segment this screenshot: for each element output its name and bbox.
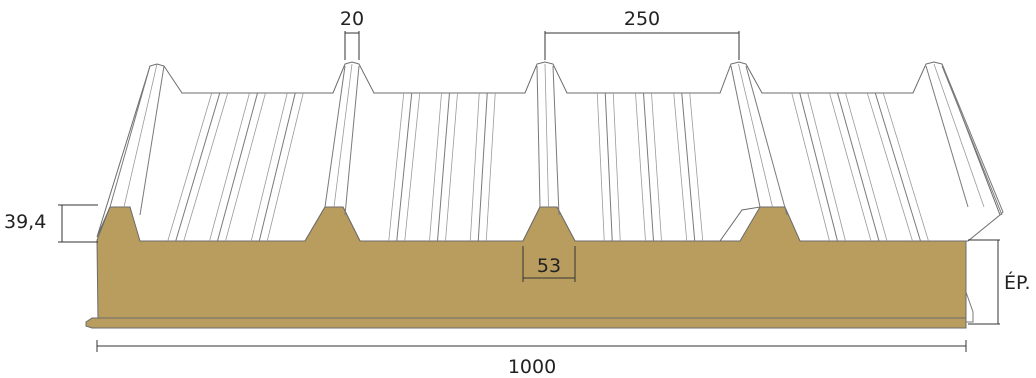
main-rib-edge [925,65,969,208]
label-rib-base-width: 53 [537,255,561,277]
stiffener-groove [388,92,405,242]
stiffener-groove [477,92,488,242]
stiffener-groove [250,92,288,242]
stiffener-groove [651,92,662,242]
stiffener-groove [445,92,458,242]
stiffener-groove [437,92,450,242]
stiffener-groove [604,92,613,242]
stiffener-groove [175,92,221,242]
bottom-liner [85,317,967,329]
stiffener-groove [596,92,605,242]
main-rib-crest [333,63,353,208]
main-rib-edge [745,65,788,216]
stiffener-groove [167,92,213,242]
stiffener-groove [673,92,688,242]
stiffener-groove [829,92,872,242]
stiffener-groove [429,92,442,242]
stiffener-groove [874,92,921,242]
main-rib-crest [933,63,985,208]
stiffener-groove [845,92,888,242]
main-rib-edge [552,65,560,216]
label-rib-top-width: 20 [340,8,364,30]
dim-thickness: ÉP. [968,239,1031,325]
stiffener-groove [183,92,229,242]
stiffener-groove [225,92,266,242]
right-joint-lip [965,291,974,323]
sheet-right-edge [941,63,1004,216]
dim-panel-width: 1000 [96,340,967,378]
dim-rib-base-width: 53 [522,246,576,282]
main-rib-edge [941,65,1003,216]
main-rib-crest [123,63,158,208]
main-rib-edge [109,65,151,208]
stiffener-groove [635,92,646,242]
stiffener-groove [807,92,846,242]
main-rib-crest [738,63,773,208]
label-thickness: ÉP. [1004,271,1031,294]
stiffener-groove [469,92,480,242]
main-rib-crest [544,63,549,208]
label-panel-width: 1000 [508,356,556,378]
stiffener-groove [799,92,838,242]
dim-rib-spacing: 250 [544,8,740,60]
stiffener-groove [217,92,258,242]
stiffener-groove [612,92,621,242]
stiffener-groove [404,92,421,242]
stiffener-groove [266,92,304,242]
dim-rib-top-width: 20 [340,8,364,60]
stiffener-groove [396,92,413,242]
stiffener-groove [485,92,496,242]
main-rib-edge [536,65,541,208]
stiffener-groove [258,92,296,242]
label-rib-spacing: 250 [624,8,660,30]
stiffener-groove [643,92,654,242]
stiffener-groove [866,92,913,242]
main-rib-edge [730,65,761,208]
dim-rib-height: 39,4 [4,204,98,243]
stiffener-groove [837,92,880,242]
main-rib-edge [344,65,360,216]
stiffener-groove [882,92,929,242]
stiffener-groove [791,92,830,242]
stiffener-groove [209,92,250,242]
main-rib-edge [324,65,346,208]
stiffener-groove [681,92,696,242]
main-rib-edge [139,65,165,216]
sheet-rib-lines [109,63,1003,242]
stiffener-groove [689,92,704,242]
label-rib-height: 39,4 [4,211,46,233]
